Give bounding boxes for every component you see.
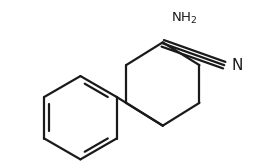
Text: NH$_2$: NH$_2$ xyxy=(171,11,198,26)
Text: N: N xyxy=(231,58,243,73)
